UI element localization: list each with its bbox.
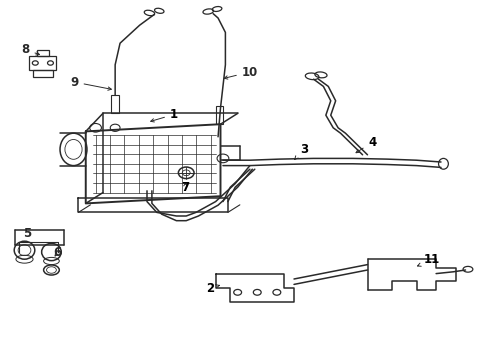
Bar (29, 56, 56, 70)
Text: 5: 5 (23, 227, 31, 240)
Text: 9: 9 (71, 76, 111, 90)
Bar (33, 70, 53, 77)
Text: 1: 1 (151, 108, 178, 122)
Text: 8: 8 (22, 43, 40, 56)
Bar (37, 50, 49, 56)
Text: 2: 2 (206, 282, 220, 294)
Text: 10: 10 (224, 66, 258, 79)
Text: 11: 11 (417, 253, 441, 266)
Text: 6: 6 (54, 246, 62, 258)
Bar (111, 95, 119, 113)
Text: 4: 4 (356, 136, 376, 153)
Text: 7: 7 (181, 181, 189, 194)
Bar (216, 106, 223, 124)
Text: 3: 3 (294, 143, 308, 159)
